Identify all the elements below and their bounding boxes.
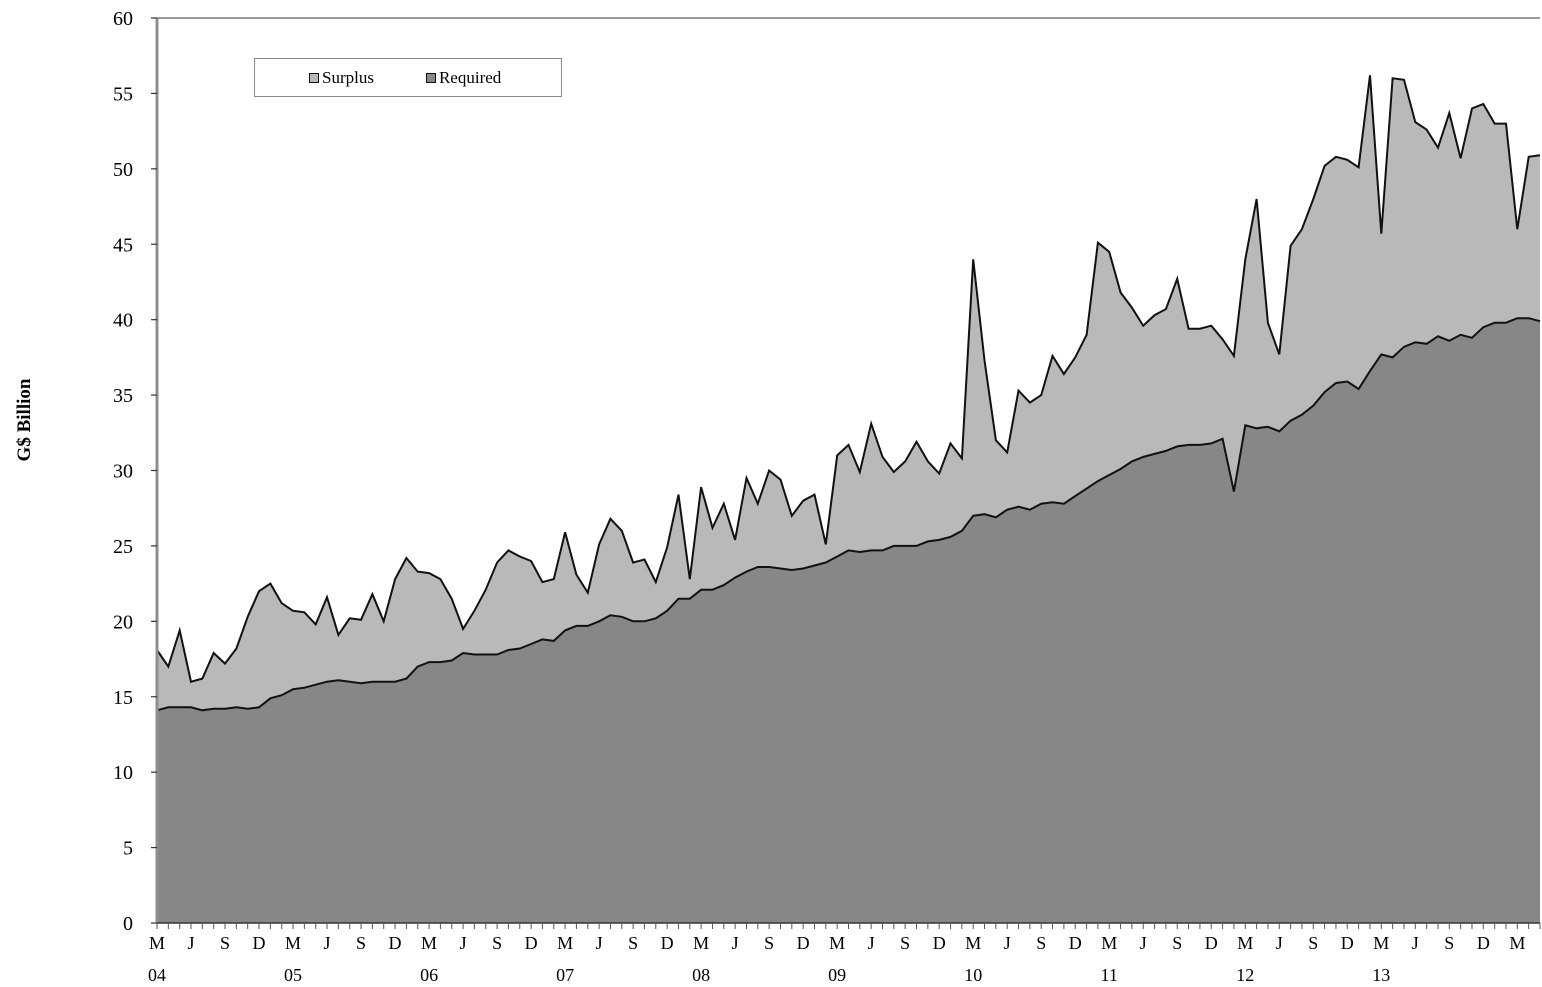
x-year-label: 09 — [828, 965, 846, 985]
legend-swatch-required — [425, 72, 436, 83]
x-month-label: S — [900, 933, 910, 953]
x-month-label: J — [188, 933, 195, 953]
legend-label-required: Required — [438, 67, 502, 87]
y-tick-label: 55 — [113, 83, 133, 105]
x-month-label: S — [1036, 933, 1046, 953]
x-year-label: 10 — [964, 965, 982, 985]
legend-swatch-surplus — [309, 72, 319, 83]
series-line-required — [156, 317, 1541, 712]
x-month-label: M — [965, 933, 981, 953]
y-tick-label: 5 — [123, 838, 133, 860]
y-tick-label: 15 — [113, 687, 133, 709]
x-month-label: M — [149, 933, 165, 953]
y-tick-label: 0 — [123, 913, 133, 935]
y-tick-label: 10 — [113, 762, 133, 784]
x-year-label: 13 — [1372, 965, 1390, 985]
x-month-label: J — [1140, 933, 1147, 953]
x-year-label: 12 — [1236, 965, 1254, 985]
x-month-label: S — [356, 933, 366, 953]
x-month-label: M — [829, 933, 845, 953]
x-month-label: J — [868, 933, 875, 953]
x-month-label: D — [253, 933, 266, 953]
x-month-label: J — [732, 933, 739, 953]
x-year-label: 11 — [1101, 965, 1118, 985]
legend-entry-surplus: Surplus — [309, 68, 374, 88]
x-month-label: S — [1308, 933, 1318, 953]
x-month-label: D — [1477, 933, 1490, 953]
y-tick-label: 30 — [113, 461, 133, 483]
x-month-label: D — [661, 933, 674, 953]
x-month-label: D — [1069, 933, 1082, 953]
x-month-label: J — [1004, 933, 1011, 953]
x-month-label: D — [1205, 933, 1218, 953]
x-month-label: S — [764, 933, 774, 953]
x-month-label: D — [797, 933, 810, 953]
x-month-label: M — [1237, 933, 1253, 953]
x-month-label: D — [525, 933, 538, 953]
y-tick-label: 45 — [113, 234, 133, 256]
x-year-label: 07 — [556, 965, 574, 985]
x-month-label: J — [1276, 933, 1283, 953]
series-area-required — [157, 318, 1540, 923]
x-month-label: S — [220, 933, 230, 953]
series-line-surplus-top — [156, 75, 1541, 683]
x-month-label: S — [1172, 933, 1182, 953]
x-month-label: D — [389, 933, 402, 953]
x-year-label: 04 — [148, 965, 166, 985]
x-month-label: M — [1509, 933, 1525, 953]
y-tick-label: 25 — [113, 536, 133, 558]
legend-entry-required: Required — [425, 67, 502, 88]
x-month-label: S — [628, 933, 638, 953]
y-tick-label: 35 — [113, 385, 133, 407]
x-month-label: J — [324, 933, 331, 953]
x-month-label: M — [1101, 933, 1117, 953]
y-tick-label: 50 — [113, 159, 133, 181]
y-tick-label: 60 — [113, 8, 133, 30]
legend-label-surplus: Surplus — [322, 67, 374, 87]
series-area-surplus — [157, 75, 1540, 711]
x-month-label: J — [596, 933, 603, 953]
x-month-label: D — [1341, 933, 1354, 953]
x-month-label: M — [285, 933, 301, 953]
x-month-label: M — [557, 933, 573, 953]
x-month-label: J — [460, 933, 467, 953]
chart-legend: Surplus Required — [254, 58, 562, 97]
x-month-label: M — [421, 933, 437, 953]
x-month-label: M — [693, 933, 709, 953]
x-year-label: 06 — [420, 965, 438, 985]
x-month-label: J — [1412, 933, 1419, 953]
x-year-label: 08 — [692, 965, 710, 985]
x-month-label: S — [492, 933, 502, 953]
y-tick-label: 20 — [113, 611, 133, 633]
x-month-label: M — [1373, 933, 1389, 953]
x-month-label: S — [1444, 933, 1454, 953]
y-tick-label: 40 — [113, 310, 133, 332]
x-year-label: 05 — [284, 965, 302, 985]
x-month-label: D — [933, 933, 946, 953]
